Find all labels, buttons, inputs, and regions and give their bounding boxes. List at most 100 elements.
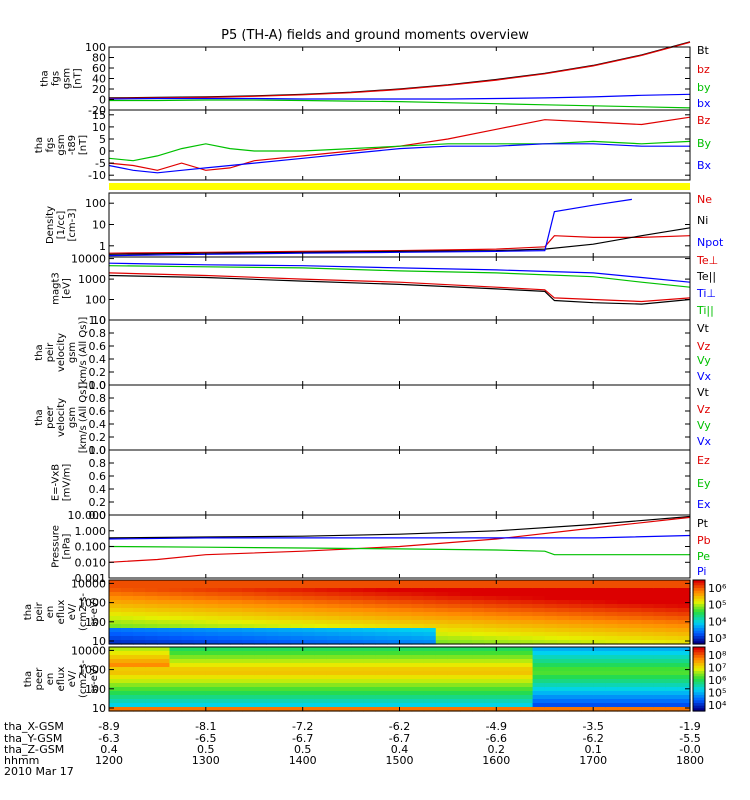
p9-heatmap-cell [351,596,364,601]
p9-heatmap-cell [617,600,631,605]
p2-y-tick-label: -5 [95,157,106,170]
p9-heatmap-cell [641,624,655,629]
p10-heatmap-cell [544,651,558,656]
p9-colorbar-segment [693,604,705,608]
p10-heatmap-cell [205,659,219,664]
p9-heatmap-cell [520,624,534,629]
p9-heatmap-cell [121,580,134,585]
p9-heatmap-cell [472,624,485,629]
p10-heatmap-cell [617,679,631,684]
p10-heatmap-cell [544,647,558,652]
p9-heatmap-cell [532,584,546,589]
p10-heatmap-cell [302,707,316,712]
p10-heatmap-cell [423,663,437,668]
p9-heatmap-cell [133,612,146,617]
p10-heatmap-cell [145,675,158,680]
p9-heatmap-cell [387,604,401,609]
p10-heatmap-cell [181,703,195,708]
p10-heatmap-cell [181,655,195,660]
p10-heatmap-cell [217,683,231,688]
p9-heatmap-cell [375,596,388,601]
p2-y-axis-label: fgs [45,137,56,152]
p9-heatmap-cell [145,596,158,601]
p9-heatmap-cell [363,580,376,585]
p9-heatmap-cell [629,636,643,641]
p9-heatmap-cell [460,616,473,621]
p1-legend-2: by [697,81,711,94]
p10-heatmap-cell [665,675,679,680]
p9-heatmap-cell [641,636,655,641]
p9-heatmap-cell [544,620,558,625]
p9-heatmap-cell [290,604,304,609]
p10-heatmap-cell [266,647,280,652]
p3-y-axis-label: [1/cc] [56,211,67,240]
p9-heatmap-cell [556,616,570,621]
p9-heatmap-cell [653,636,667,641]
p9-heatmap-cell [435,632,449,637]
p9-heatmap-cell [339,600,352,605]
p8-y-tick-label: 0.100 [75,541,107,554]
p10-heatmap-cell [242,651,255,656]
p10-heatmap-cell [617,647,631,652]
p9-heatmap-cell [641,612,655,617]
p10-heatmap-cell [205,703,219,708]
p9-heatmap-cell [157,632,171,637]
p9-heatmap-cell [109,616,122,621]
p9-heatmap-cell [677,620,691,625]
p10-heatmap-cell [484,651,497,656]
p9-heatmap-cell [157,584,171,589]
p10-heatmap-cell [205,687,219,692]
p10-heatmap-cell [230,687,243,692]
p9-heatmap-cell [496,636,509,641]
p10-colorbar-segment [693,700,705,704]
p10-colorbar-segment [693,695,705,699]
p9-heatmap-cell [302,640,316,645]
p10-heatmap-cell [544,699,558,704]
p9-heatmap-cell [399,628,413,633]
p10-heatmap-cell [460,683,473,688]
p10-colorbar-segment [693,681,705,685]
p10-heatmap-cell [617,675,631,680]
p9-heatmap-cell [193,628,207,633]
p9-heatmap-cell [556,600,570,605]
p4-legend-0: Te⊥ [696,254,718,267]
p10-heatmap-cell [472,679,485,684]
p10-heatmap-cell [145,655,158,660]
p10-heatmap-cell [254,651,267,656]
p10-heatmap-cell [677,687,691,692]
p9-heatmap-cell [339,592,352,597]
p10-heatmap-cell [217,691,231,696]
ephemeris-row-label: tha_X-GSM [4,720,64,733]
p9-heatmap-cell [411,632,425,637]
p10-heatmap-cell [254,687,267,692]
p9-heatmap-cell [339,636,352,641]
p10-heatmap-cell [447,687,461,692]
p10-heatmap-cell [339,699,352,704]
p10-heatmap-cell [145,703,158,708]
p10-heatmap-cell [399,679,413,684]
p10-heatmap-cell [484,699,497,704]
p10-heatmap-cell [581,683,594,688]
p9-heatmap-cell [266,600,280,605]
p9-heatmap-cell [375,628,388,633]
p10-heatmap-cell [193,663,207,668]
p10-heatmap-cell [508,651,522,656]
p10-heatmap-cell [314,675,328,680]
p10-heatmap-cell [544,683,558,688]
p9-heatmap-cell [544,612,558,617]
p10-heatmap-cell [351,699,364,704]
p10-heatmap-cell [629,707,643,712]
p10-heatmap-cell [193,691,207,696]
p9-heatmap-cell [266,608,280,613]
p9-heatmap-cell [411,604,425,609]
p10-heatmap-cell [326,683,340,688]
p1-y-axis-label: [nT] [73,68,84,88]
p3-series-Npot-line [108,198,632,257]
p10-heatmap-cell [532,663,546,668]
p10-heatmap-cell [532,695,546,700]
p10-heatmap-cell [387,695,401,700]
p3-legend-0: Ne [697,193,712,206]
p9-heatmap-cell [169,640,183,645]
p10-heatmap-cell [435,651,449,656]
p10-heatmap-cell [605,683,618,688]
